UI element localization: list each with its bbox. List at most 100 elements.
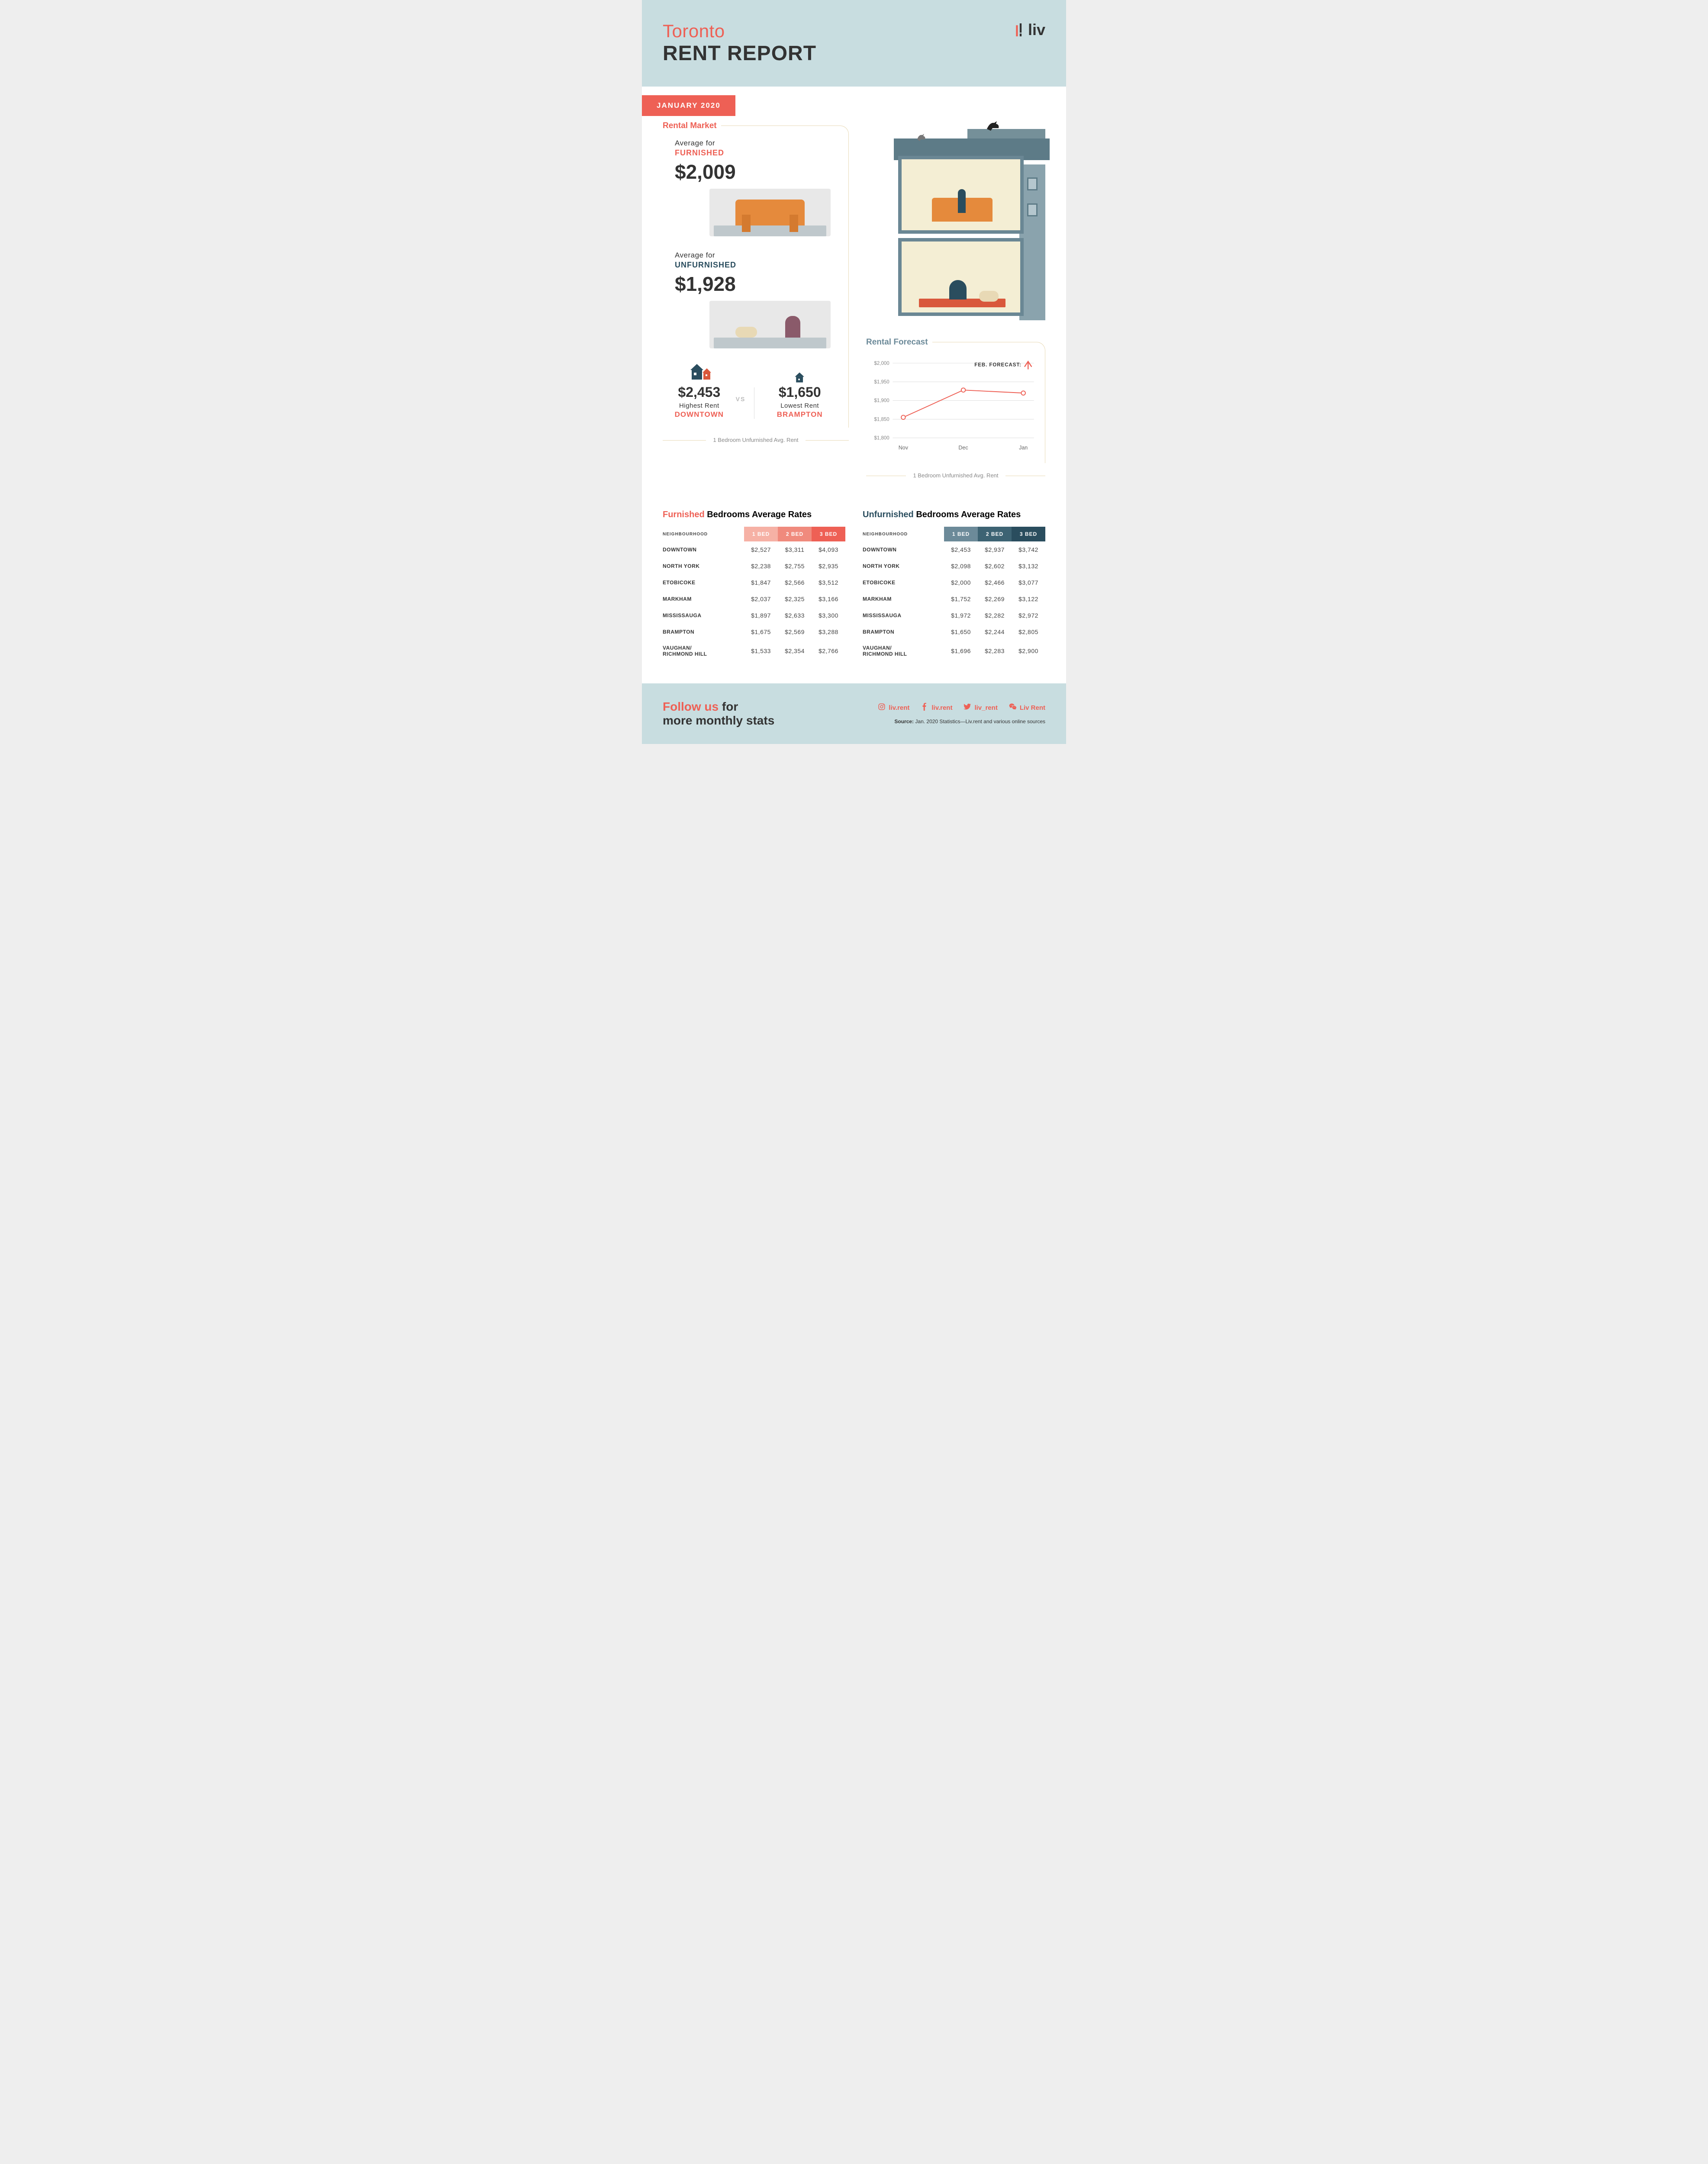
row-val: $1,533	[744, 640, 778, 662]
row-name: MARKHAM	[663, 591, 744, 607]
row-val: $3,742	[1012, 541, 1045, 558]
furnished-illustration	[709, 189, 831, 236]
crow-icon	[985, 119, 1002, 131]
social-handle: liv.rent	[889, 704, 909, 712]
social-instagram[interactable]: liv.rent	[878, 703, 909, 712]
vs-label: VS	[736, 378, 746, 403]
svg-text:Nov: Nov	[899, 445, 909, 451]
forecast-panel: $1,800$1,850$1,900$1,950$2,000FEB. FOREC…	[866, 342, 1045, 463]
row-val: $2,900	[1012, 640, 1045, 662]
row-name: BRAMPTON	[863, 624, 944, 640]
lowest-price: $1,650	[763, 384, 836, 400]
social-handle: liv_rent	[974, 704, 997, 712]
row-val: $2,453	[944, 541, 978, 558]
twitter-icon	[964, 703, 971, 712]
unfurnished-illustration	[709, 301, 831, 348]
row-val: $2,937	[978, 541, 1012, 558]
right-col: Rental Forecast $1,800$1,850$1,900$1,950…	[866, 121, 1045, 480]
row-val: $3,166	[812, 591, 845, 607]
row-name: DOWNTOWN	[663, 541, 744, 558]
table-row: BRAMPTON$1,675$2,569$3,288	[663, 624, 845, 640]
footer: Follow us formore monthly stats liv.rent…	[642, 683, 1066, 744]
facebook-icon	[921, 703, 928, 712]
table-col-head: 1 BED	[744, 527, 778, 541]
row-val: $2,000	[944, 574, 978, 591]
footer-right: liv.rent liv.rent liv_rent Liv Rent Source:…	[878, 703, 1045, 725]
unfurnished-table-title: Unfurnished Bedrooms Average Rates	[863, 510, 1045, 520]
row-val: $2,244	[978, 624, 1012, 640]
row-val: $3,512	[812, 574, 845, 591]
table-row: NORTH YORK$2,238$2,755$2,935	[663, 558, 845, 574]
row-name: BRAMPTON	[663, 624, 744, 640]
svg-text:$1,850: $1,850	[874, 417, 889, 422]
table-row: VAUGHAN/RICHMOND HILL$1,533$2,354$2,766	[663, 640, 845, 662]
source: Source: Jan. 2020 Statistics—Liv.rent an…	[878, 718, 1045, 725]
social-facebook[interactable]: liv.rent	[921, 703, 952, 712]
row-val: $3,132	[1012, 558, 1045, 574]
highest-sub: Highest Rent	[663, 402, 736, 409]
row-val: $2,282	[978, 607, 1012, 624]
row-val: $2,972	[1012, 607, 1045, 624]
unfurnished-prefix: Average for	[675, 251, 836, 260]
row-name: DOWNTOWN	[863, 541, 944, 558]
table-row: MARKHAM$1,752$2,269$3,122	[863, 591, 1045, 607]
row-name: VAUGHAN/RICHMOND HILL	[663, 640, 744, 662]
svg-text:Jan: Jan	[1019, 445, 1028, 451]
row-val: $2,283	[978, 640, 1012, 662]
table-neighbourhood-head: NEIGHBOURHOOD	[663, 527, 744, 541]
svg-text:FEB. FORECAST:: FEB. FORECAST:	[974, 363, 1022, 368]
row-val: $3,077	[1012, 574, 1045, 591]
rental-market-footnote: 1 Bedroom Unfurnished Avg. Rent	[663, 436, 849, 444]
socials: liv.rent liv.rent liv_rent Liv Rent	[878, 703, 1045, 712]
social-handle: Liv Rent	[1020, 704, 1045, 712]
row-val: $2,527	[744, 541, 778, 558]
building-illustration	[881, 121, 1045, 325]
lowest-side: $1,650 Lowest Rent BRAMPTON	[763, 361, 836, 419]
row-val: $2,098	[944, 558, 978, 574]
logo-icon	[1016, 23, 1025, 36]
svg-text:$2,000: $2,000	[874, 361, 889, 366]
row-name: MISSISSAUGA	[663, 607, 744, 624]
row-val: $2,766	[812, 640, 845, 662]
house-big-icon	[663, 361, 736, 384]
svg-text:$1,950: $1,950	[874, 380, 889, 385]
row-val: $2,569	[778, 624, 812, 640]
row-val: $2,238	[744, 558, 778, 574]
row-name: VAUGHAN/RICHMOND HILL	[863, 640, 944, 662]
forecast-title: Rental Forecast	[866, 338, 932, 347]
tables: Furnished Bedrooms Average Rates NEIGHBO…	[642, 497, 1066, 683]
date-badge: JANUARY 2020	[642, 95, 735, 116]
rental-market-panel: Average for FURNISHED $2,009 Average for…	[663, 126, 849, 428]
rental-market-col: Rental Market Average for FURNISHED $2,0…	[663, 121, 849, 480]
instagram-icon	[878, 703, 886, 712]
row-val: $1,696	[944, 640, 978, 662]
row-val: $3,122	[1012, 591, 1045, 607]
row-name: NORTH YORK	[663, 558, 744, 574]
row-val: $2,566	[778, 574, 812, 591]
furnished-label: FURNISHED	[675, 148, 836, 158]
unfurnished-price: $1,928	[675, 272, 836, 296]
row-val: $1,752	[944, 591, 978, 607]
row-val: $2,466	[978, 574, 1012, 591]
page: Toronto RENT REPORT liv JANUARY 2020 Ren…	[642, 0, 1066, 744]
table-neighbourhood-head: NEIGHBOURHOOD	[863, 527, 944, 541]
social-twitter[interactable]: liv_rent	[964, 703, 997, 712]
table-col-head: 2 BED	[978, 527, 1012, 541]
row-val: $2,325	[778, 591, 812, 607]
table-row: BRAMPTON$1,650$2,244$2,805	[863, 624, 1045, 640]
social-wechat[interactable]: Liv Rent	[1009, 703, 1045, 712]
wechat-icon	[1009, 703, 1017, 712]
forecast-chart: $1,800$1,850$1,900$1,950$2,000FEB. FOREC…	[866, 353, 1041, 457]
unfurnished-label: UNFURNISHED	[675, 261, 836, 270]
row-val: $1,847	[744, 574, 778, 591]
row-val: $2,805	[1012, 624, 1045, 640]
row-val: $2,755	[778, 558, 812, 574]
table-col-head: 2 BED	[778, 527, 812, 541]
furnished-table-block: Furnished Bedrooms Average Rates NEIGHBO…	[663, 510, 845, 662]
furnished-prefix: Average for	[675, 139, 836, 148]
furnished-table: NEIGHBOURHOOD1 BED2 BED3 BEDDOWNTOWN$2,5…	[663, 527, 845, 662]
table-row: ETOBICOKE$1,847$2,566$3,512	[663, 574, 845, 591]
row-val: $1,972	[944, 607, 978, 624]
furnished-table-title: Furnished Bedrooms Average Rates	[663, 510, 845, 520]
row-val: $2,354	[778, 640, 812, 662]
